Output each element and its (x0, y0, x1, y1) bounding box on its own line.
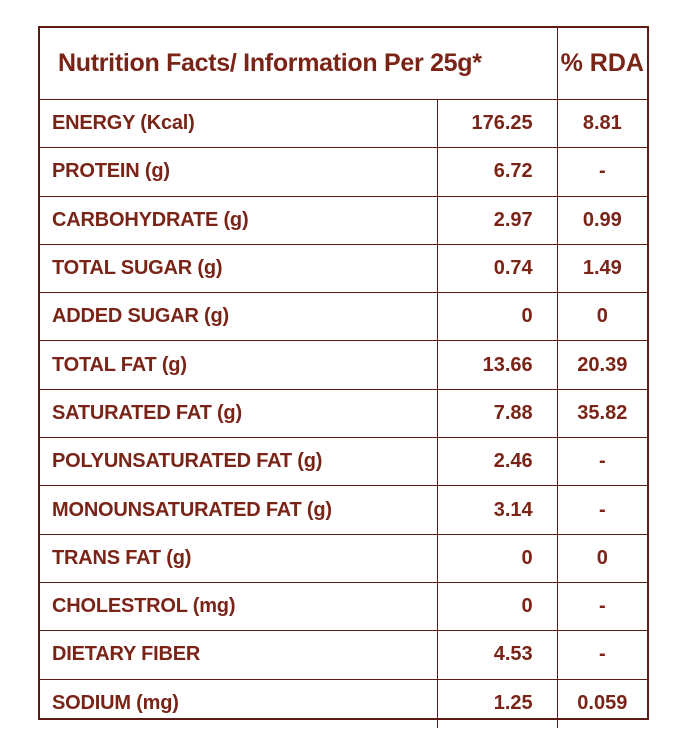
table-header: Nutrition Facts/ Information Per 25g* % … (40, 28, 647, 100)
table-row: DIETARY FIBER 4.53- (40, 631, 647, 680)
nutrient-value: 4.53 (437, 631, 556, 679)
nutrient-name: CARBOHYDRATE (g) (52, 208, 249, 231)
table-row: ADDED SUGAR (g) 0 0 (40, 293, 647, 342)
nutrient-rda: - (556, 148, 647, 196)
table-row: POLYUNSATURATED FAT (g) 2.46- (40, 438, 647, 487)
nutrient-rda: 0.99 (556, 196, 647, 244)
table-row: ENERGY (Kcal) 176.25 8.81 (40, 100, 647, 149)
nutrient-value: 176.25 (437, 100, 556, 148)
nutrient-name: TOTAL SUGAR (g) (52, 257, 223, 280)
table-row: PROTEIN (g) 6.72- (40, 148, 647, 197)
nutrient-value: 0 (437, 534, 556, 582)
table-row: TOTAL FAT (g) 13.66 20.39 (40, 341, 647, 390)
nutrient-name: TRANS FAT (g) (52, 546, 192, 569)
nutrient-rda: - (556, 631, 647, 679)
nutrient-rda: 35.82 (556, 389, 647, 438)
nutrient-value: 1.25 (437, 679, 556, 728)
table-row: SODIUM (mg) 1.25 0.059 (40, 679, 647, 728)
table-title: Nutrition Facts/ Information Per 25g* (58, 49, 482, 77)
nutrient-rda: 0 (556, 293, 647, 341)
table-row: TOTAL SUGAR (g) 0.74 1.49 (40, 244, 647, 294)
table-row: CHOLESTROL (mg) 0- (40, 582, 647, 632)
nutrient-rda: - (556, 438, 647, 486)
nutrient-value: 13.66 (437, 341, 556, 389)
nutrient-name: MONOUNSATURATED FAT (g) (52, 498, 332, 521)
nutrient-name: PROTEIN (g) (52, 160, 170, 183)
nutrition-table: Nutrition Facts/ Information Per 25g* % … (38, 26, 649, 728)
nutrient-value: 0.74 (437, 244, 556, 293)
rda-header: % RDA (556, 28, 647, 99)
nutrient-name: POLYUNSATURATED FAT (g) (52, 450, 323, 473)
nutrient-value: 7.88 (437, 389, 556, 438)
table-row: TRANS FAT (g) 0 0 (40, 534, 647, 583)
nutrient-name: ENERGY (Kcal) (52, 112, 195, 135)
nutrient-name: ADDED SUGAR (g) (52, 305, 229, 328)
nutrient-rda: 0.059 (556, 679, 647, 728)
nutrient-name: SATURATED FAT (g) (52, 401, 242, 424)
nutrient-name: TOTAL FAT (g) (52, 353, 187, 376)
table-row: SATURATED FAT (g) 7.88 35.82 (40, 389, 647, 439)
nutrient-value: 6.72 (437, 148, 556, 196)
nutrient-name: CHOLESTROL (mg) (52, 595, 236, 618)
nutrient-rda: - (556, 486, 647, 534)
nutrient-name: SODIUM (mg) (52, 692, 179, 715)
nutrient-value: 0 (437, 582, 556, 631)
nutrient-value: 2.46 (437, 438, 556, 486)
nutrient-value: 3.14 (437, 486, 556, 534)
nutrient-rda: 0 (556, 534, 647, 582)
nutrient-value: 2.97 (437, 196, 556, 244)
nutrient-value: 0 (437, 293, 556, 341)
nutrient-rda: - (556, 582, 647, 631)
nutrient-name: DIETARY FIBER (52, 643, 201, 666)
nutrient-rda: 8.81 (556, 100, 647, 148)
nutrient-rda: 1.49 (556, 244, 647, 293)
table-row: MONOUNSATURATED FAT (g) 3.14- (40, 486, 647, 535)
table-row: CARBOHYDRATE (g) 2.97 0.99 (40, 196, 647, 245)
nutrient-rda: 20.39 (556, 341, 647, 389)
